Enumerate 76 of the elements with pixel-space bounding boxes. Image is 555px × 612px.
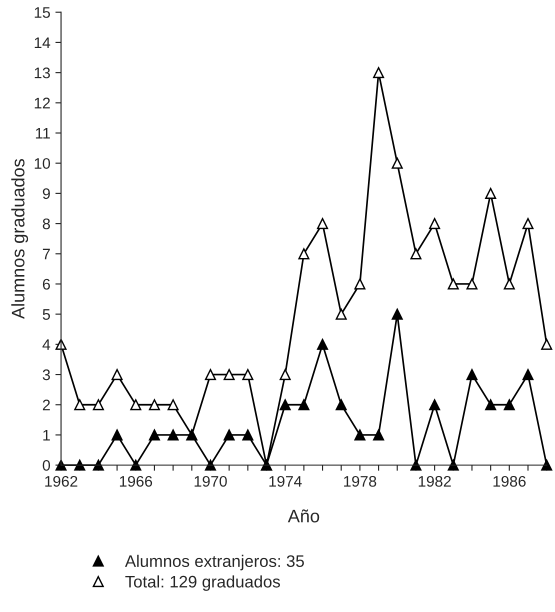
point xyxy=(410,460,422,471)
point xyxy=(466,278,478,290)
point xyxy=(448,460,459,471)
point xyxy=(148,429,160,440)
point xyxy=(354,429,366,440)
point xyxy=(448,278,459,290)
y-tick-label: 14 xyxy=(34,37,50,48)
point xyxy=(522,218,534,230)
point xyxy=(429,399,440,410)
point xyxy=(298,399,310,410)
x-tick-label: 1978 xyxy=(344,476,376,487)
x-tick-label: 1962 xyxy=(45,476,78,487)
point xyxy=(280,399,291,410)
point xyxy=(316,218,328,230)
point xyxy=(466,368,478,380)
point xyxy=(316,338,328,350)
point xyxy=(130,399,142,410)
point xyxy=(280,368,291,380)
point xyxy=(92,460,104,471)
point xyxy=(410,248,422,260)
point xyxy=(112,429,123,440)
x-axis-title: Año xyxy=(288,509,320,522)
point xyxy=(74,399,86,410)
y-axis-title: Alumnos graduados xyxy=(11,159,28,319)
y-tick-label: 2 xyxy=(42,400,50,410)
point xyxy=(148,399,160,410)
point xyxy=(112,368,123,380)
x-tick-label: 1982 xyxy=(418,476,451,487)
y-tick-label: 3 xyxy=(42,369,50,380)
point xyxy=(298,248,310,260)
point xyxy=(392,158,403,169)
point xyxy=(504,278,515,290)
point xyxy=(354,278,366,290)
y-tick-label: 1 xyxy=(43,430,50,440)
x-tick-label: 1970 xyxy=(194,476,227,487)
point xyxy=(373,67,384,78)
x-tick-label: 1986 xyxy=(493,476,526,487)
point xyxy=(392,308,403,320)
x-tick-label: 1966 xyxy=(120,476,152,487)
point xyxy=(541,460,552,471)
point xyxy=(504,399,515,410)
point xyxy=(242,368,254,380)
point xyxy=(242,429,254,440)
point xyxy=(92,399,104,410)
y-tick-label: 6 xyxy=(42,278,50,290)
y-tick-label: 7 xyxy=(42,248,50,260)
y-tick-label: 5 xyxy=(42,309,50,320)
point xyxy=(485,399,496,410)
point xyxy=(541,338,552,350)
y-tick-label: 11 xyxy=(36,128,50,139)
point xyxy=(485,188,496,199)
point xyxy=(168,399,179,410)
y-tick-label: 0 xyxy=(42,460,50,471)
y-tick-label: 15 xyxy=(34,7,50,18)
point xyxy=(224,429,235,440)
point xyxy=(336,399,347,410)
point xyxy=(336,308,347,320)
legend-label: Total: 129 graduados xyxy=(125,575,280,591)
point xyxy=(429,218,440,230)
y-tick-label: 9 xyxy=(42,188,50,200)
x-tick-label: 1974 xyxy=(269,476,302,487)
point xyxy=(373,429,384,440)
point xyxy=(168,429,179,440)
point xyxy=(74,460,86,471)
point xyxy=(522,368,534,380)
y-tick-label: 4 xyxy=(42,339,50,350)
y-tick-label: 8 xyxy=(42,218,50,230)
point xyxy=(224,368,235,380)
point xyxy=(55,460,67,471)
point xyxy=(204,460,216,471)
point xyxy=(204,368,216,380)
y-tick-label: 12 xyxy=(34,98,50,108)
y-tick-label: 13 xyxy=(34,67,50,78)
y-tick-label: 10 xyxy=(34,158,50,169)
legend-label: Alumnos extranjeros: 35 xyxy=(124,554,304,570)
point xyxy=(130,460,142,471)
